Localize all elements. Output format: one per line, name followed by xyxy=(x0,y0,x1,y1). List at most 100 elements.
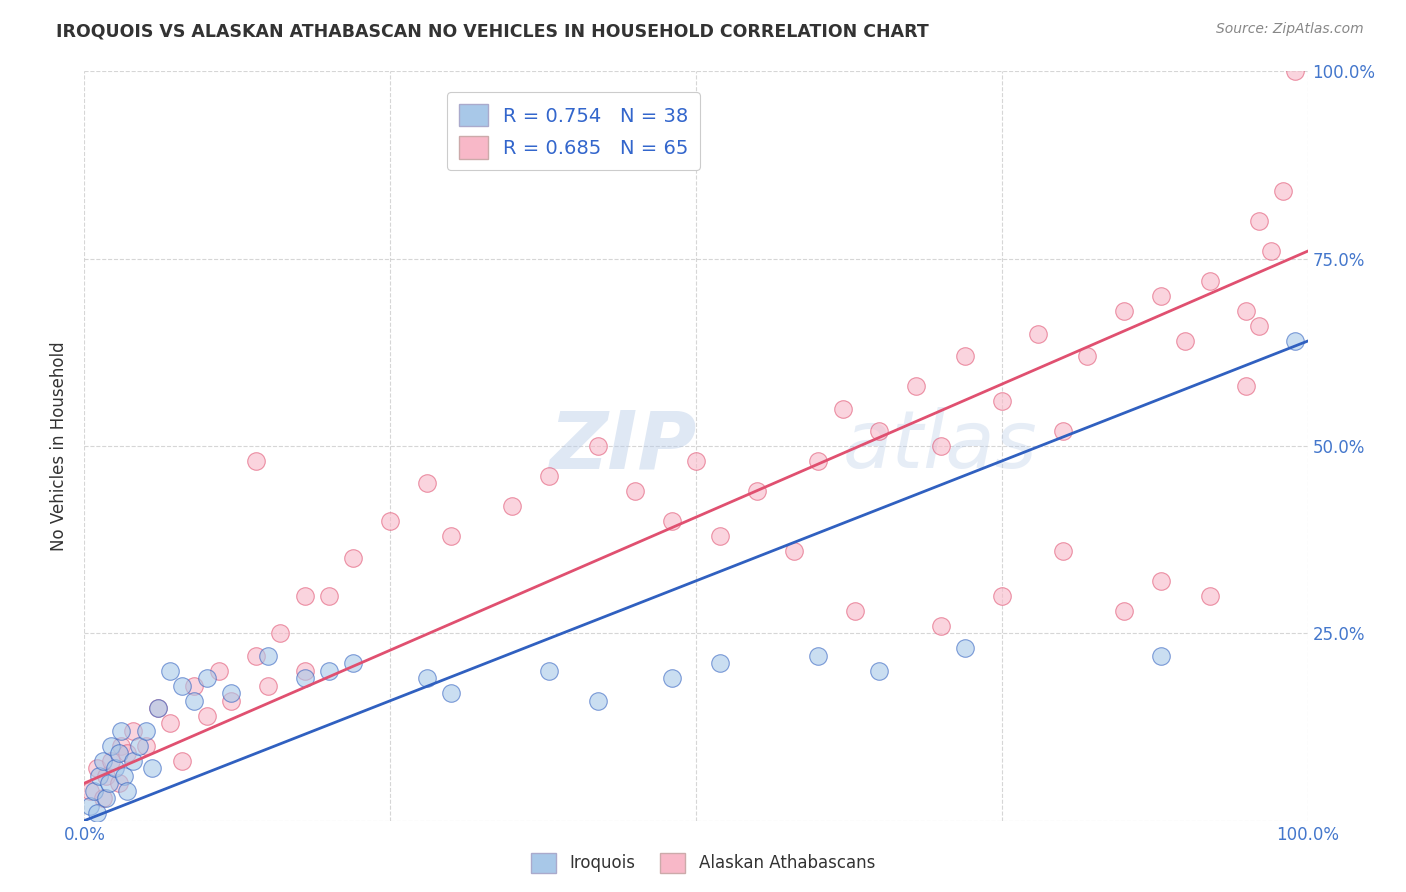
Point xyxy=(172,754,194,768)
Point xyxy=(135,723,157,738)
Point xyxy=(538,469,561,483)
Point xyxy=(97,776,120,790)
Point xyxy=(318,589,340,603)
Point xyxy=(104,761,127,775)
Point xyxy=(128,739,150,753)
Point xyxy=(107,746,129,760)
Point xyxy=(586,439,609,453)
Legend: R = 0.754   N = 38, R = 0.685   N = 65: R = 0.754 N = 38, R = 0.685 N = 65 xyxy=(447,92,700,170)
Point xyxy=(661,514,683,528)
Point xyxy=(586,694,609,708)
Legend: Iroquois, Alaskan Athabascans: Iroquois, Alaskan Athabascans xyxy=(524,847,882,880)
Point xyxy=(100,739,122,753)
Point xyxy=(79,798,101,813)
Point xyxy=(91,754,114,768)
Point xyxy=(257,679,280,693)
Point xyxy=(1260,244,1282,259)
Point xyxy=(1150,648,1173,663)
Point xyxy=(146,701,169,715)
Point xyxy=(269,626,291,640)
Point xyxy=(1236,304,1258,318)
Point xyxy=(869,664,891,678)
Point xyxy=(953,641,976,656)
Text: IROQUOIS VS ALASKAN ATHABASCAN NO VEHICLES IN HOUSEHOLD CORRELATION CHART: IROQUOIS VS ALASKAN ATHABASCAN NO VEHICL… xyxy=(56,22,929,40)
Point xyxy=(122,754,145,768)
Point xyxy=(709,657,731,671)
Point xyxy=(538,664,561,678)
Text: Source: ZipAtlas.com: Source: ZipAtlas.com xyxy=(1216,22,1364,37)
Point xyxy=(1174,334,1197,348)
Point xyxy=(294,671,316,685)
Point xyxy=(115,783,138,797)
Point xyxy=(318,664,340,678)
Point xyxy=(135,739,157,753)
Point xyxy=(416,476,439,491)
Point xyxy=(783,544,806,558)
Point xyxy=(86,761,108,775)
Point xyxy=(83,783,105,797)
Point xyxy=(159,716,181,731)
Point xyxy=(1284,64,1306,78)
Point xyxy=(440,686,463,700)
Point xyxy=(747,483,769,498)
Point xyxy=(96,791,118,805)
Point xyxy=(502,499,524,513)
Text: atlas: atlas xyxy=(842,407,1038,485)
Point xyxy=(172,679,194,693)
Point xyxy=(91,791,114,805)
Point xyxy=(905,379,928,393)
Point xyxy=(122,723,145,738)
Point xyxy=(257,648,280,663)
Point xyxy=(1284,334,1306,348)
Point xyxy=(1247,214,1270,228)
Point xyxy=(1198,589,1220,603)
Point xyxy=(294,664,316,678)
Point xyxy=(991,589,1014,603)
Point xyxy=(110,739,132,753)
Point xyxy=(807,454,830,468)
Point xyxy=(1114,604,1136,618)
Point xyxy=(1198,274,1220,288)
Point xyxy=(1150,289,1173,303)
Point xyxy=(416,671,439,685)
Point xyxy=(86,806,108,821)
Point xyxy=(208,664,231,678)
Point xyxy=(219,694,242,708)
Point xyxy=(342,657,364,671)
Point xyxy=(195,671,218,685)
Point xyxy=(1236,379,1258,393)
Point xyxy=(87,769,110,783)
Point xyxy=(219,686,242,700)
Point xyxy=(115,746,138,760)
Point xyxy=(96,769,118,783)
Point xyxy=(1150,574,1173,588)
Point xyxy=(159,664,181,678)
Point xyxy=(245,648,267,663)
Point xyxy=(807,648,830,663)
Point xyxy=(929,619,952,633)
Point xyxy=(342,551,364,566)
Point xyxy=(146,701,169,715)
Point xyxy=(1076,349,1098,363)
Point xyxy=(624,483,647,498)
Point xyxy=(183,679,205,693)
Point xyxy=(661,671,683,685)
Point xyxy=(709,529,731,543)
Point xyxy=(685,454,707,468)
Point xyxy=(1052,424,1074,438)
Point xyxy=(1247,319,1270,334)
Point xyxy=(869,424,891,438)
Point xyxy=(440,529,463,543)
Point xyxy=(183,694,205,708)
Point xyxy=(141,761,163,775)
Y-axis label: No Vehicles in Household: No Vehicles in Household xyxy=(51,341,69,551)
Point xyxy=(294,589,316,603)
Point xyxy=(831,401,853,416)
Point xyxy=(1114,304,1136,318)
Text: ZIP: ZIP xyxy=(550,407,696,485)
Point xyxy=(1272,184,1295,198)
Point xyxy=(245,454,267,468)
Point xyxy=(929,439,952,453)
Point xyxy=(195,708,218,723)
Point xyxy=(1052,544,1074,558)
